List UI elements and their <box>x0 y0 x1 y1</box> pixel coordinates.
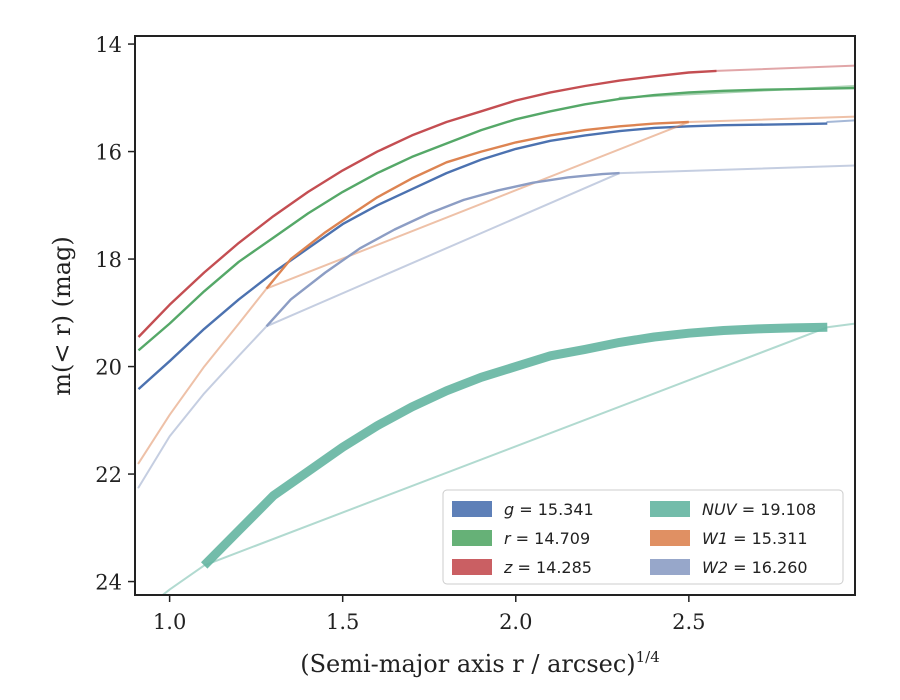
legend-swatch-z <box>452 559 492 575</box>
legend-swatch-g <box>452 501 492 517</box>
series-nuv-line <box>201 322 828 569</box>
legend-label-r: r = 14.709 <box>504 529 590 548</box>
y-tick-label: 14 <box>95 33 122 57</box>
x-tick-label: 2.5 <box>672 610 705 634</box>
x-axis-label: (Semi-major axis r / arcsec)1/4 <box>300 648 660 678</box>
x-tick-label: 2.0 <box>499 610 532 634</box>
legend-label-value: 19.108 <box>760 500 816 519</box>
legend-label-w1: W1 = 15.311 <box>702 529 808 548</box>
x-axis-label-superscript: 1/4 <box>636 648 660 666</box>
series-z-extrapolation <box>715 64 855 72</box>
legend-label-value: 16.260 <box>752 558 808 577</box>
x-tick-label: 1.0 <box>153 610 186 634</box>
y-tick-label: 18 <box>95 248 122 272</box>
legend-label-equals: = <box>511 529 535 548</box>
legend-label-equals: = <box>728 529 752 548</box>
series-g-line <box>137 122 828 390</box>
legend-label-equals: = <box>728 558 752 577</box>
legend-swatch-w1 <box>650 530 690 546</box>
series-g-extrapolation <box>826 119 855 123</box>
y-tick-label: 24 <box>95 571 122 595</box>
legend-label-prefix: NUV <box>702 500 738 519</box>
legend-label-value: 14.285 <box>536 558 592 577</box>
legend-label-value: 15.341 <box>538 500 594 519</box>
series-w2-line <box>265 171 620 328</box>
y-tick-label: 20 <box>95 356 122 380</box>
y-axis-label: m(< r) (mag) <box>48 236 76 395</box>
legend-label-z: z = 14.285 <box>503 558 592 577</box>
x-tick-label: 1.5 <box>326 610 359 634</box>
y-tick-label: 22 <box>95 463 122 487</box>
legend-label-prefix: z <box>503 558 513 577</box>
x-axis-label-text: (Semi-major axis r / arcsec) <box>300 650 635 678</box>
legend-swatch-nuv <box>650 501 690 517</box>
legend-label-prefix: g <box>504 500 514 519</box>
legend: g = 15.341 r = 14.709 z = 14.285 NUV = 19.1… <box>442 489 844 585</box>
legend-label-value: 15.311 <box>752 529 808 548</box>
legend-label-equals: = <box>737 500 761 519</box>
legend-label-equals: = <box>512 558 536 577</box>
series-z-line <box>137 69 717 338</box>
series-w1-line <box>265 120 689 290</box>
legend-label-equals: = <box>514 500 538 519</box>
x-axis-ticks: 1.0 1.5 2.0 2.5 <box>153 595 706 634</box>
legend-box <box>442 489 844 585</box>
axes-frame <box>134 35 856 596</box>
legend-label-nuv: NUV = 19.108 <box>702 500 816 519</box>
series-r-line <box>137 86 855 352</box>
y-tick-label: 16 <box>95 141 122 165</box>
y-axis-ticks: 14 16 18 20 22 24 <box>95 33 135 595</box>
legend-label-prefix: W1 <box>702 529 728 548</box>
legend-swatch-w2 <box>650 559 690 575</box>
legend-label-prefix: W2 <box>702 558 728 577</box>
legend-label-w2: W2 = 16.260 <box>702 558 808 577</box>
legend-label-prefix: r <box>504 529 512 548</box>
legend-swatch-r <box>452 530 492 546</box>
legend-label-g: g = 15.341 <box>504 500 594 519</box>
legend-label-value: 14.709 <box>534 529 590 548</box>
